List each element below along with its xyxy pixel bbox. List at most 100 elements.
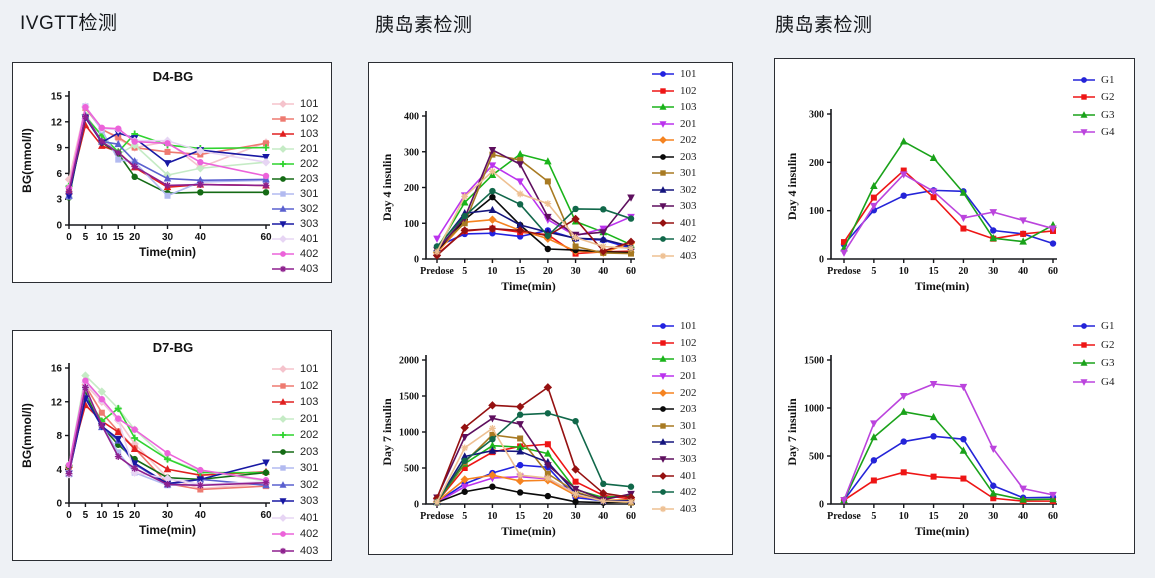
- svg-text:Time(min): Time(min): [501, 279, 555, 293]
- legend-label: 201: [300, 142, 319, 155]
- legend-marker-icon: [1073, 342, 1095, 348]
- legend-marker-icon: [272, 220, 294, 228]
- legend-marker-icon: [652, 170, 674, 176]
- legend-item-402: 402: [651, 231, 697, 248]
- svg-text:0: 0: [819, 500, 824, 511]
- legend-marker-icon: [652, 373, 674, 380]
- legend-marker-icon: [272, 513, 294, 522]
- legend-item-103: 103: [651, 99, 697, 116]
- svg-text:20: 20: [958, 511, 968, 522]
- section-header-insulin-2: 胰岛素检测: [775, 15, 873, 36]
- legend-marker-icon: [272, 531, 294, 538]
- svg-text:500: 500: [809, 452, 824, 463]
- legend-item-G3: G3: [1072, 354, 1114, 373]
- legend-label: 402: [680, 486, 697, 499]
- legend-label: 403: [680, 502, 697, 515]
- legend-item-103: 103: [651, 351, 697, 368]
- svg-text:5: 5: [462, 511, 467, 522]
- svg-text:12: 12: [51, 117, 63, 128]
- legend-item-101: 101: [651, 318, 697, 335]
- legend-marker-icon: [272, 265, 294, 272]
- legend-marker-icon: [652, 505, 674, 512]
- legend-label: 301: [680, 419, 697, 432]
- legend-label: 401: [680, 216, 697, 229]
- legend-item-301: 301: [651, 418, 697, 435]
- svg-text:60: 60: [626, 266, 636, 277]
- svg-text:BG(mmol/l): BG(mmol/l): [20, 128, 34, 193]
- legend-label: 103: [680, 353, 697, 366]
- section-header-insulin-1: 胰岛素检测: [375, 15, 473, 36]
- svg-text:Time(min): Time(min): [139, 523, 196, 537]
- legend-marker-icon: [652, 489, 674, 496]
- legend-marker-icon: [652, 406, 674, 413]
- svg-text:40: 40: [598, 511, 608, 522]
- svg-text:Predose: Predose: [827, 266, 861, 277]
- svg-text:0: 0: [414, 500, 419, 511]
- svg-text:10: 10: [96, 510, 108, 521]
- svg-text:0: 0: [56, 499, 62, 510]
- legend-item-301: 301: [271, 186, 318, 201]
- legend-label: 203: [300, 172, 319, 185]
- svg-text:30: 30: [571, 511, 581, 522]
- svg-text:300: 300: [809, 110, 824, 121]
- legend-item-301: 301: [651, 165, 697, 182]
- legend-marker-icon: [272, 465, 294, 471]
- legend-label: 103: [300, 127, 319, 140]
- legend-label: G4: [1101, 375, 1115, 388]
- legend-label: G2: [1101, 338, 1115, 351]
- legend-marker-icon: [272, 250, 294, 257]
- legend-item-102: 102: [271, 111, 318, 126]
- legend-d7-bg: 101 102 103 201 202 203 301 302 303 401 402 403: [271, 361, 318, 559]
- legend-marker-icon: [272, 398, 294, 405]
- legend-label: 302: [680, 183, 697, 196]
- legend-marker-icon: [652, 203, 674, 211]
- svg-text:9: 9: [56, 143, 62, 154]
- legend-label: 303: [300, 217, 319, 230]
- svg-text:20: 20: [543, 511, 553, 522]
- svg-text:Day 7 insulin: Day 7 insulin: [380, 398, 394, 466]
- svg-text:Time(min): Time(min): [915, 524, 969, 538]
- legend-day4-insulin-groups: G1 G2 G3 G4: [1072, 71, 1114, 141]
- svg-text:Predose: Predose: [420, 511, 454, 522]
- legend-label: 402: [300, 528, 319, 541]
- svg-text:Day 7 insulin: Day 7 insulin: [785, 398, 799, 466]
- legend-item-G2: G2: [1072, 89, 1114, 107]
- svg-text:20: 20: [129, 232, 141, 243]
- panel-insulin-all: 0 100 200 300 400 Predose 5 10 15 20 30 40 60 Time(mi…: [368, 62, 733, 555]
- legend-marker-icon: [272, 190, 294, 197]
- chart-canvas-day4-insulin-all: 0 100 200 300 400 Predose 5 10 15 20 30 40 60 Time(mi…: [380, 111, 636, 293]
- svg-text:40: 40: [195, 510, 207, 521]
- legend-item-202: 202: [271, 427, 318, 444]
- svg-text:5: 5: [871, 511, 876, 522]
- legend-label: 301: [300, 462, 319, 475]
- legend-label: 302: [680, 436, 697, 449]
- legend-item-101: 101: [271, 96, 318, 111]
- legend-item-403: 403: [271, 543, 318, 560]
- legend-label: G4: [1101, 126, 1115, 139]
- legend-item-401: 401: [271, 510, 318, 527]
- legend-item-102: 102: [651, 83, 697, 100]
- svg-text:60: 60: [626, 511, 636, 522]
- legend-label: 402: [300, 247, 319, 260]
- legend-label: 201: [680, 370, 697, 383]
- legend-item-103: 103: [271, 126, 318, 141]
- svg-text:5: 5: [83, 232, 89, 243]
- legend-item-201: 201: [651, 116, 697, 133]
- legend-item-101: 101: [651, 66, 697, 83]
- legend-marker-icon: [272, 383, 294, 389]
- legend-label: 102: [680, 336, 697, 349]
- legend-label: G2: [1101, 91, 1115, 104]
- svg-text:15: 15: [113, 510, 125, 521]
- svg-text:100: 100: [809, 206, 824, 217]
- legend-label: 303: [680, 200, 697, 213]
- legend-marker-icon: [272, 432, 294, 439]
- legend-marker-icon: [652, 71, 674, 78]
- svg-text:200: 200: [404, 183, 419, 194]
- legend-marker-icon: [272, 498, 294, 506]
- legend-label: G1: [1101, 320, 1115, 333]
- legend-label: 303: [300, 495, 319, 508]
- legend-label: 301: [680, 167, 697, 180]
- svg-text:40: 40: [1018, 266, 1028, 277]
- legend-label: 201: [300, 412, 319, 425]
